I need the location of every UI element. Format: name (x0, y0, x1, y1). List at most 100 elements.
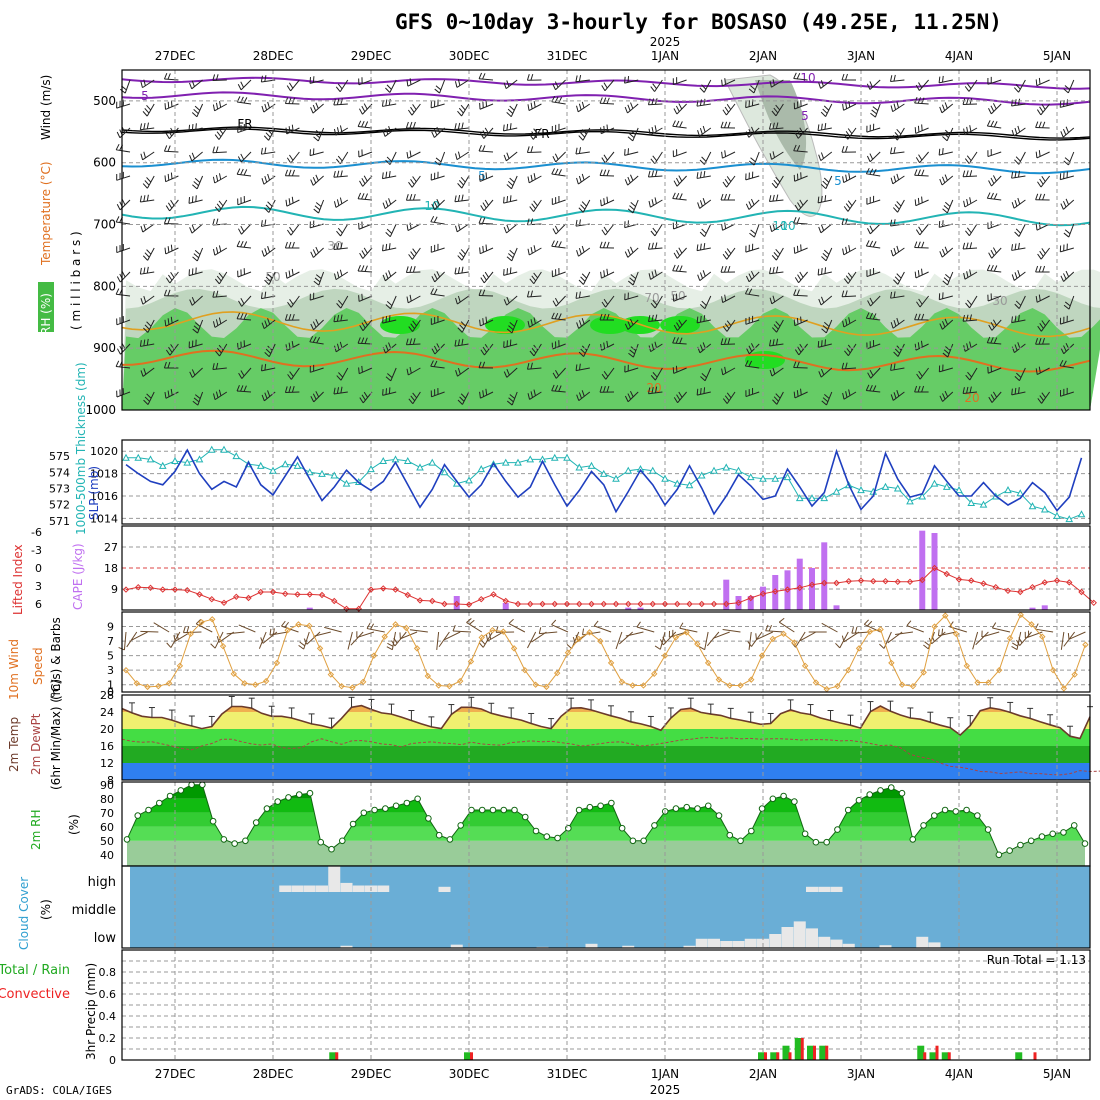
wind-barb (260, 292, 263, 299)
wind-barb (361, 322, 366, 329)
wind-barb (361, 293, 363, 301)
wind-barb (241, 367, 252, 379)
wind-barb (969, 367, 978, 381)
precip-total-bar (807, 1045, 814, 1060)
wind-barb (627, 76, 630, 83)
cape-bar (784, 570, 791, 610)
wind-barb (727, 338, 731, 345)
wind-barb (845, 290, 848, 297)
wind-barb (724, 178, 730, 185)
wind-barb (215, 74, 219, 81)
cloud-bar (806, 886, 818, 892)
wind-barb (919, 223, 929, 236)
rh-series-point (209, 817, 217, 825)
wind-barb (216, 347, 222, 354)
lifted-index-series-point (502, 597, 509, 605)
wind-barb (768, 122, 772, 130)
wind-barb (599, 386, 603, 393)
wind-barb (216, 275, 222, 282)
wind-barb (194, 322, 201, 327)
lifted-index-series-point (441, 600, 448, 608)
wind-barb (793, 391, 796, 398)
wind-barb (581, 101, 585, 109)
wind-barb (820, 80, 824, 87)
wind-barb (333, 128, 337, 136)
wind-barb (580, 132, 586, 138)
wind-barb (869, 240, 874, 247)
lifted-index-series-point (796, 584, 803, 592)
pressure-tick: 1000 (85, 403, 116, 417)
wind-barb (651, 386, 654, 394)
wind-barb (865, 240, 870, 247)
rh-series-point (737, 837, 744, 845)
thickness-series-point (661, 474, 669, 482)
wind-barb (1064, 85, 1071, 91)
lifted-index-series-point (294, 591, 301, 598)
wind-barb (578, 147, 582, 154)
rh-series-point (392, 802, 400, 810)
wind-barb (163, 289, 167, 296)
wind-barb (140, 153, 144, 160)
wind-barb (478, 144, 482, 152)
wind-barb (214, 103, 228, 112)
rh-series-point (1070, 822, 1078, 829)
wind-barb (507, 180, 514, 186)
wind-barb (170, 172, 173, 179)
wind-barb (218, 245, 222, 252)
wind-barb (555, 151, 566, 163)
wind-barb (915, 229, 921, 236)
wind-barb (388, 170, 391, 178)
wind-barb (312, 249, 317, 256)
wind-barb (357, 264, 361, 272)
wind-barb (841, 290, 845, 297)
lifted-index-series-point (833, 579, 840, 587)
wind-barb (914, 96, 918, 104)
wind-barb (533, 128, 538, 135)
wind-barb (1014, 127, 1018, 135)
lifted-index-series-point (735, 599, 742, 607)
wind-barb (167, 130, 173, 137)
rh-series-point (134, 812, 142, 819)
wind-barb (894, 204, 900, 210)
wind-barb (219, 101, 222, 108)
wind-barb (240, 385, 244, 392)
rh-band-90 (485, 316, 525, 334)
wind-barb (339, 197, 343, 204)
cape-bar (453, 596, 460, 610)
wind-barb (191, 79, 203, 90)
surface-barb (755, 633, 757, 640)
wind-barb (652, 83, 657, 90)
wind-barb (721, 79, 723, 86)
surface-barb (879, 643, 885, 649)
wind-barb (870, 112, 876, 118)
lifted-index-series-point (367, 586, 375, 593)
wind-barb (461, 194, 464, 201)
lifted-index-series-point (600, 600, 607, 608)
thickness-series-point (256, 461, 265, 469)
wind-barb (558, 241, 562, 248)
wind-barb (194, 105, 201, 111)
wind-barb (485, 244, 488, 251)
wind-barb (214, 278, 220, 285)
wind-barb (168, 346, 173, 353)
surface-barb (539, 631, 558, 635)
wind-barb (678, 175, 683, 182)
wind-barb (889, 75, 893, 82)
wind-barb (482, 245, 484, 253)
wind-barb (530, 102, 533, 110)
date-tick-bottom: 1JAN (651, 1067, 679, 1081)
wind-barb (1011, 244, 1014, 251)
wind-barb (287, 301, 292, 308)
precip-conv-bar (470, 1052, 473, 1060)
rh-series-point (511, 806, 518, 814)
surface-barb (1067, 632, 1070, 640)
rh-series-point (382, 805, 389, 812)
temp-tick: 24 (100, 706, 114, 719)
wind-barb (1011, 247, 1026, 251)
wind-barb (921, 241, 925, 248)
thickness-series-point (1040, 505, 1049, 513)
wind-barb (170, 244, 173, 252)
rh-series-point (1027, 837, 1035, 845)
rh-series-point (263, 805, 271, 812)
wind-barb (842, 248, 845, 255)
